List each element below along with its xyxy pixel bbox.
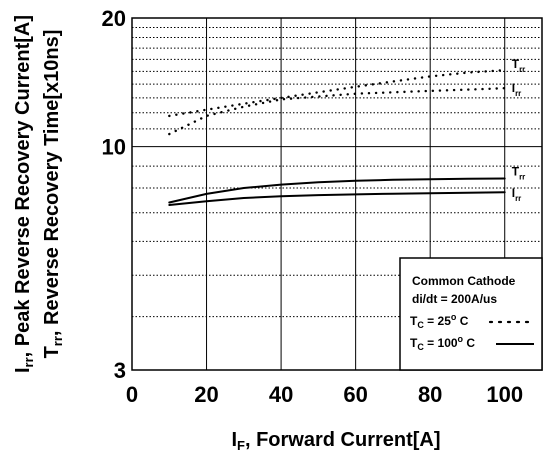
x-axis-title: IF, Forward Current[A] (231, 429, 440, 453)
y-tick-label-0: 3 (114, 358, 126, 383)
legend-entry-2-text: TC = 100o C (410, 334, 475, 352)
series-line-0 (168, 68, 506, 118)
legend-title: Common Cathode (412, 274, 516, 288)
x-tick-label-5: 100 (486, 382, 523, 407)
x-tick-label-0: 0 (126, 382, 138, 407)
x-tick-labels: 0 20 40 60 80 100 (126, 382, 523, 407)
series-label-1: Irr (512, 81, 522, 98)
x-tick-label-1: 20 (194, 382, 218, 407)
series-label-0: Trr (512, 57, 526, 74)
y-axis-title-1: Irr, Peak Reverse Recovery Current[A] (12, 15, 36, 373)
legend: Common Cathode di/dt = 200A/us TC = 25o … (399, 257, 543, 371)
series-layer (168, 68, 506, 206)
y-axis-title-2: Trr, Reverse Recovery Time[x10ns] (41, 30, 65, 359)
legend-subtitle: di/dt = 200A/us (412, 292, 497, 306)
y-tick-label-1: 10 (102, 135, 126, 160)
x-tick-label-2: 40 (269, 382, 293, 407)
legend-box (399, 257, 543, 371)
legend-entry-1-text: TC = 25o C (410, 312, 469, 330)
series-label-3: Irr (512, 186, 522, 203)
x-tick-label-4: 80 (418, 382, 442, 407)
series-line-2 (168, 177, 506, 204)
series-line-3 (168, 191, 506, 206)
series-line-1 (168, 86, 506, 136)
series-label-2: Trr (512, 165, 526, 182)
x-tick-label-3: 60 (343, 382, 367, 407)
y-tick-labels: 3 10 20 (102, 6, 126, 383)
series-labels: Trr Irr Trr Irr (512, 57, 526, 203)
y-tick-label-2: 20 (102, 6, 126, 31)
plot-frame (131, 17, 543, 371)
